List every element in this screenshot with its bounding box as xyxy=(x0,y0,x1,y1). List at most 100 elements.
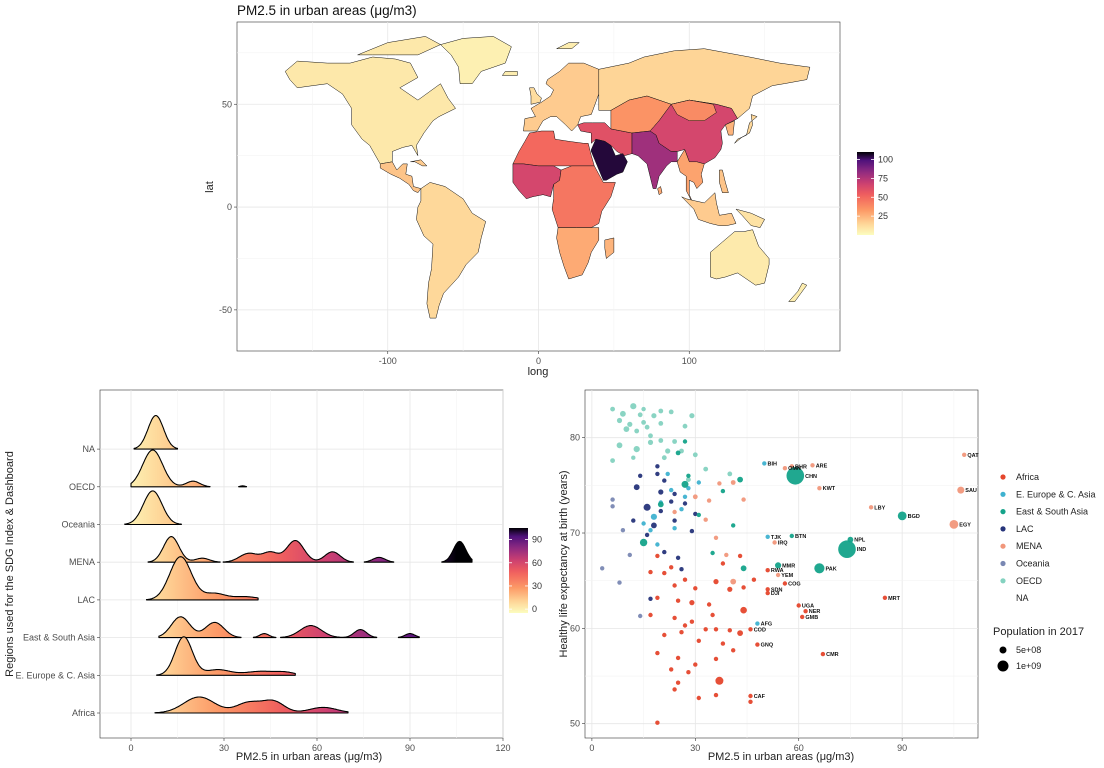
scatter-point xyxy=(648,612,653,618)
scatter-point xyxy=(727,471,733,477)
scatter-point xyxy=(633,484,640,491)
scatter-point xyxy=(737,553,743,559)
ridge-colorbar xyxy=(509,528,528,613)
ridge-density-na xyxy=(133,414,179,450)
map-country-arabian-peninsula xyxy=(591,138,628,181)
scatter-point xyxy=(689,528,695,534)
map-colorbar-legend: 100 75 50 25 xyxy=(857,152,893,235)
scatter-point xyxy=(655,595,660,600)
ridge-density-oceania xyxy=(124,490,182,526)
scatter-point xyxy=(610,497,615,502)
ridge-x-tick-label: 0 xyxy=(128,743,133,753)
scatter-point xyxy=(782,581,788,586)
scatter-point-label: GMB xyxy=(805,615,818,621)
scatter-legend-label: OECD xyxy=(1016,576,1043,586)
scatter-point xyxy=(713,535,719,540)
scatter-point xyxy=(741,497,746,502)
scatter-point xyxy=(679,630,684,635)
scatter-legend-label: MENA xyxy=(1016,541,1042,551)
scatter-legend-label: E. Europe & C. Asia xyxy=(1016,489,1096,499)
scatter-point xyxy=(658,508,663,514)
scatter-point xyxy=(637,412,643,418)
scatter-point xyxy=(796,603,801,608)
scatter-y-tick-label: 60 xyxy=(570,623,580,633)
ridge-density-e-europe-c-asia xyxy=(156,636,296,676)
ridge-y-tick-label: LAC xyxy=(77,595,95,605)
scatter-point xyxy=(748,627,753,632)
scatter-point xyxy=(962,452,967,457)
scatter-point xyxy=(737,476,743,483)
scatter-point-label: SAU xyxy=(965,488,977,494)
scatter-point xyxy=(772,540,777,545)
ridge-colorbar-label: 60 xyxy=(532,558,542,568)
scatter-point xyxy=(693,586,698,591)
scatter-point xyxy=(672,583,677,588)
scatter-point xyxy=(647,439,654,445)
scatter-point xyxy=(682,623,688,628)
scatter-point xyxy=(630,403,637,410)
scatter-gridlines xyxy=(585,390,978,738)
scatter-point xyxy=(703,627,708,632)
scatter-point-label: IRQ xyxy=(778,541,789,547)
scatter-point xyxy=(693,511,698,517)
scatter-point xyxy=(820,651,826,657)
scatter-point xyxy=(730,480,736,485)
scatter-point xyxy=(710,612,715,618)
scatter-point xyxy=(748,699,753,704)
scatter-point xyxy=(641,420,646,425)
scatter-legend-key xyxy=(1000,578,1006,584)
scatter-point xyxy=(651,522,657,529)
scatter-size-legend-key xyxy=(999,646,1007,654)
scatter-point-label: PAK xyxy=(826,566,837,572)
scatter-points xyxy=(600,403,967,725)
scatter-point xyxy=(675,555,681,560)
scatter-x-tick-label: 30 xyxy=(690,743,700,753)
scatter-point xyxy=(669,565,674,570)
scatter-point-label: QAT xyxy=(967,453,979,459)
scatter-point xyxy=(731,648,736,653)
scatter-point xyxy=(675,680,681,685)
ridge-x-tick-label: 90 xyxy=(405,743,415,753)
scatter-legend-key xyxy=(1000,509,1006,515)
scatter-legend-key xyxy=(1000,543,1006,549)
scatter-point xyxy=(689,413,695,419)
scatter-point xyxy=(681,480,689,488)
scatter-point xyxy=(692,452,698,458)
scatter-point-label: BTN xyxy=(795,534,806,540)
scatter-point xyxy=(672,615,677,621)
scatter-point-label: RWA xyxy=(771,568,784,574)
scatter-point xyxy=(957,486,965,494)
scatter-point-label: CAF xyxy=(754,694,766,700)
scatter-point xyxy=(610,406,615,412)
scatter-point xyxy=(631,455,636,460)
scatter-point xyxy=(634,428,640,434)
scatter-point-label: AFG xyxy=(761,622,773,628)
scatter-point xyxy=(610,504,615,509)
map-country-uk xyxy=(529,87,542,105)
scatter-point xyxy=(689,619,695,624)
map-colorbar-label: 50 xyxy=(878,192,888,202)
ridge-density-oecd xyxy=(130,449,248,488)
ridge-colorbar-label: 30 xyxy=(532,581,542,591)
scatter-point xyxy=(648,569,653,575)
scatter-point xyxy=(650,513,658,520)
scatter-point xyxy=(658,421,664,426)
scatter-x-axis-title: PM2.5 in urban areas (μg/m3) xyxy=(708,751,854,763)
scatter-point xyxy=(803,609,808,614)
scatter-point xyxy=(665,471,670,477)
scatter-point xyxy=(620,528,626,533)
scatter-point xyxy=(661,455,667,461)
map-country-philippines xyxy=(719,169,729,193)
scatter-point xyxy=(731,523,736,528)
scatter-point xyxy=(672,491,677,497)
scatter-point-label: OMN xyxy=(788,466,801,472)
map-countries xyxy=(284,36,811,319)
scatter-point xyxy=(672,509,677,515)
scatter-point xyxy=(949,520,959,529)
scatter-point xyxy=(786,467,805,485)
scatter-point-label: YEM xyxy=(781,573,793,579)
map-colorbar xyxy=(857,152,874,235)
scatter-point xyxy=(730,578,737,585)
scatter-point xyxy=(727,628,732,633)
scatter-point xyxy=(658,408,664,414)
